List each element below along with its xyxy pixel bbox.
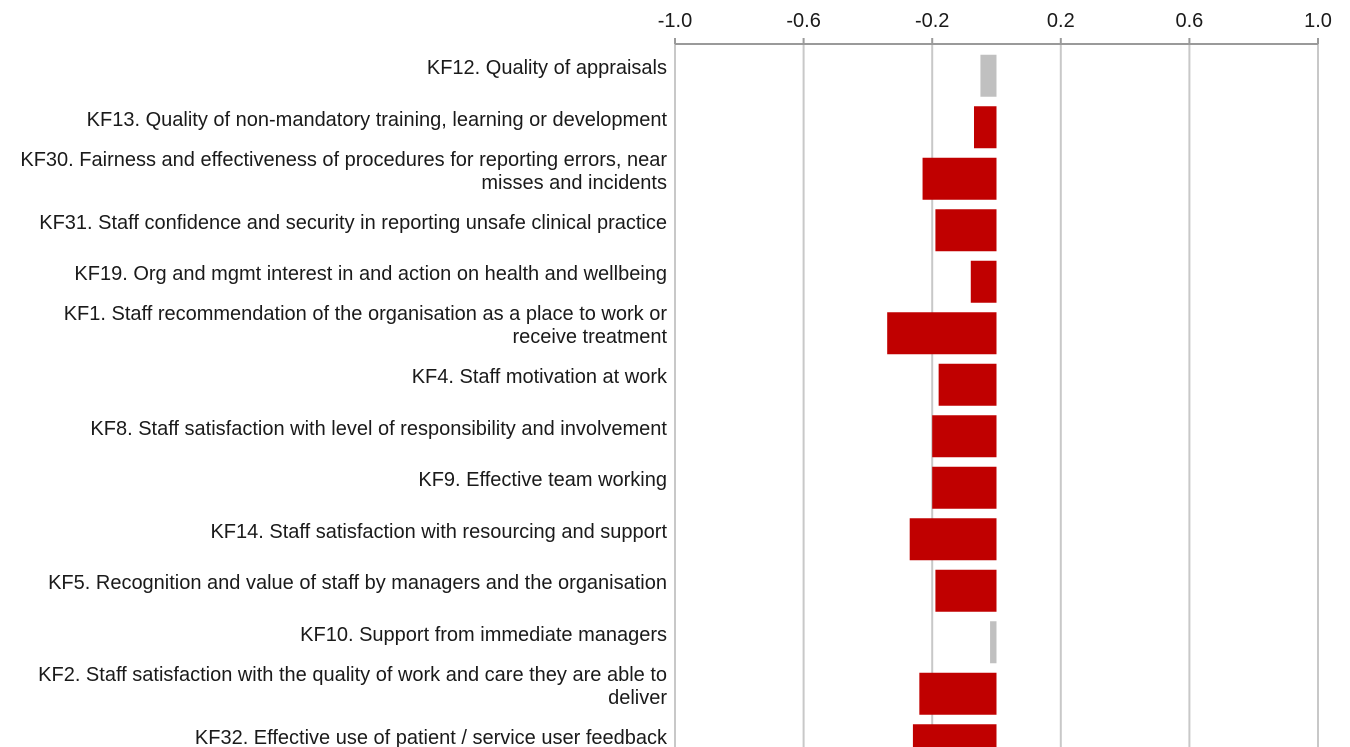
bar [935,209,997,252]
y-tick-label: KF31. Staff confidence and security in r… [39,211,667,234]
x-tick-label: -1.0 [658,10,692,32]
bar [909,518,997,561]
y-tick-label: KF19. Org and mgmt interest in and actio… [74,263,667,286]
y-tick-label: KF5. Recognition and value of staff by m… [48,572,667,595]
x-tick-label: -0.2 [915,10,949,32]
x-tick-label: 0.2 [1047,10,1075,32]
y-tick-label: KF30. Fairness and effectiveness of proc… [20,148,667,194]
category-label-box: KF32. Effective use of patient / service… [0,716,667,747]
category-label-box: KF8. Staff satisfaction with level of re… [0,407,667,459]
bar [970,260,997,303]
category-label-box: KF31. Staff confidence and security in r… [0,201,667,253]
bar [887,312,997,355]
x-tick-label: 1.0 [1304,10,1332,32]
category-label-box: KF14. Staff satisfaction with resourcing… [0,510,667,562]
y-tick-label: KF13. Quality of non-mandatory training,… [86,108,667,131]
category-label-box: KF12. Quality of appraisals [0,46,667,98]
y-tick-label: KF12. Quality of appraisals [426,57,667,80]
y-tick-label: KF32. Effective use of patient / service… [194,726,667,747]
category-label-box: KF10. Support from immediate managers [0,613,667,665]
category-label-box: KF1. Staff recommendation of the organis… [0,303,667,356]
category-label-box: KF30. Fairness and effectiveness of proc… [0,149,667,201]
bar [919,672,997,715]
category-label-box: KF9. Effective team working [0,458,667,510]
category-label-box: KF13. Quality of non-mandatory training,… [0,98,667,150]
category-label-box: KF4. Staff motivation at work [0,355,667,407]
bar [912,724,997,747]
y-tick-label: KF9. Effective team working [418,469,667,492]
category-label-box: KF19. Org and mgmt interest in and actio… [0,252,667,304]
x-tick-label: -0.6 [786,10,820,32]
x-tick-label: 0.6 [1175,10,1203,32]
category-label-box: KF5. Recognition and value of staff by m… [0,561,667,613]
bar [932,415,997,458]
y-tick-label: KF14. Staff satisfaction with resourcing… [210,520,667,543]
y-tick-label: KF1. Staff recommendation of the organis… [63,303,667,349]
bar [990,621,997,664]
y-tick-label: KF4. Staff motivation at work [411,366,667,389]
bar [935,569,997,612]
bar [980,54,997,97]
bar [938,363,997,406]
y-tick-label: KF10. Support from immediate managers [300,623,667,646]
category-label-box: KF2. Staff satisfaction with the quality… [0,664,667,716]
y-tick-label: KF2. Staff satisfaction with the quality… [38,663,667,709]
y-tick-label: KF8. Staff satisfaction with level of re… [90,417,667,440]
bar [922,157,997,200]
bar [932,466,997,509]
bar [973,106,997,149]
